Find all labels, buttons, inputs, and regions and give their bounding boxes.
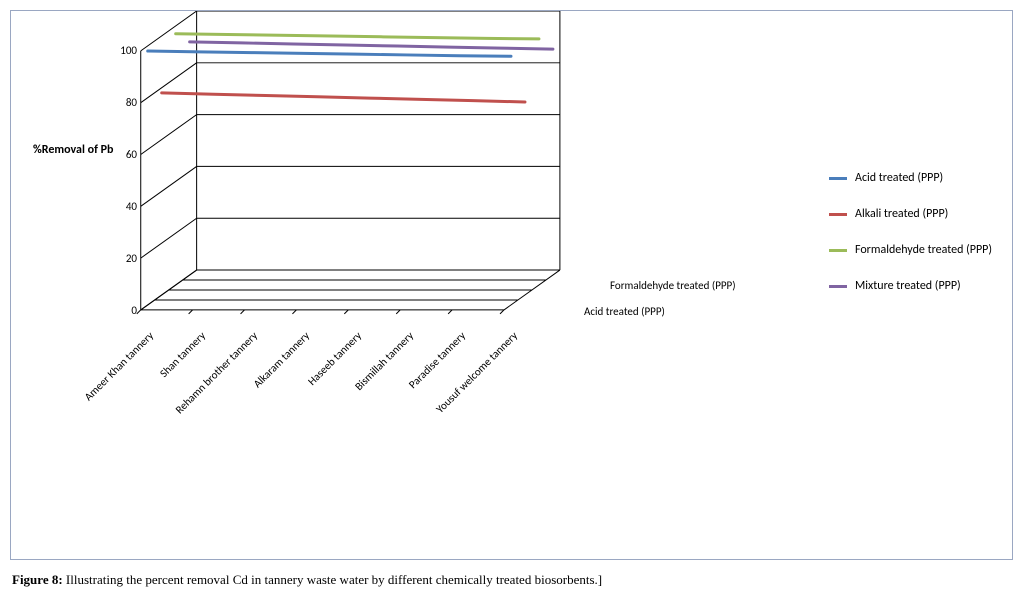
caption-prefix: Figure 8: — [12, 572, 63, 587]
legend-swatch-1 — [829, 213, 847, 216]
legend-item-3: Mixture treated (PPP) — [829, 279, 992, 293]
chart-frame: %Removal of Pb 0 20 40 60 80 100 Acid tr… — [10, 10, 1013, 560]
series-line-1 — [162, 93, 525, 102]
legend-label-3: Mixture treated (PPP) — [855, 279, 961, 293]
series-line-3 — [190, 42, 553, 49]
legend-label-2: Formaldehyde treated (PPP) — [855, 243, 992, 257]
legend-label-0: Acid treated (PPP) — [855, 171, 943, 185]
series-line-2 — [176, 34, 539, 39]
legend-item-1: Alkali treated (PPP) — [829, 207, 992, 221]
series-line-0 — [148, 51, 511, 56]
caption-text: Illustrating the percent removal Cd in t… — [63, 572, 602, 587]
legend-label-1: Alkali treated (PPP) — [855, 207, 948, 221]
legend: Acid treated (PPP) Alkali treated (PPP) … — [829, 171, 992, 315]
legend-item-3 — [829, 285, 847, 288]
page: { "caption_prefix": "Figure 8:", "captio… — [0, 0, 1023, 611]
legend-item-0: Acid treated (PPP) — [829, 171, 992, 185]
legend-item-2: Formaldehyde treated (PPP) — [829, 243, 992, 257]
figure-caption: Figure 8: Illustrating the percent remov… — [12, 572, 602, 588]
legend-swatch-0 — [829, 177, 847, 180]
legend-swatch-2 — [829, 249, 847, 252]
